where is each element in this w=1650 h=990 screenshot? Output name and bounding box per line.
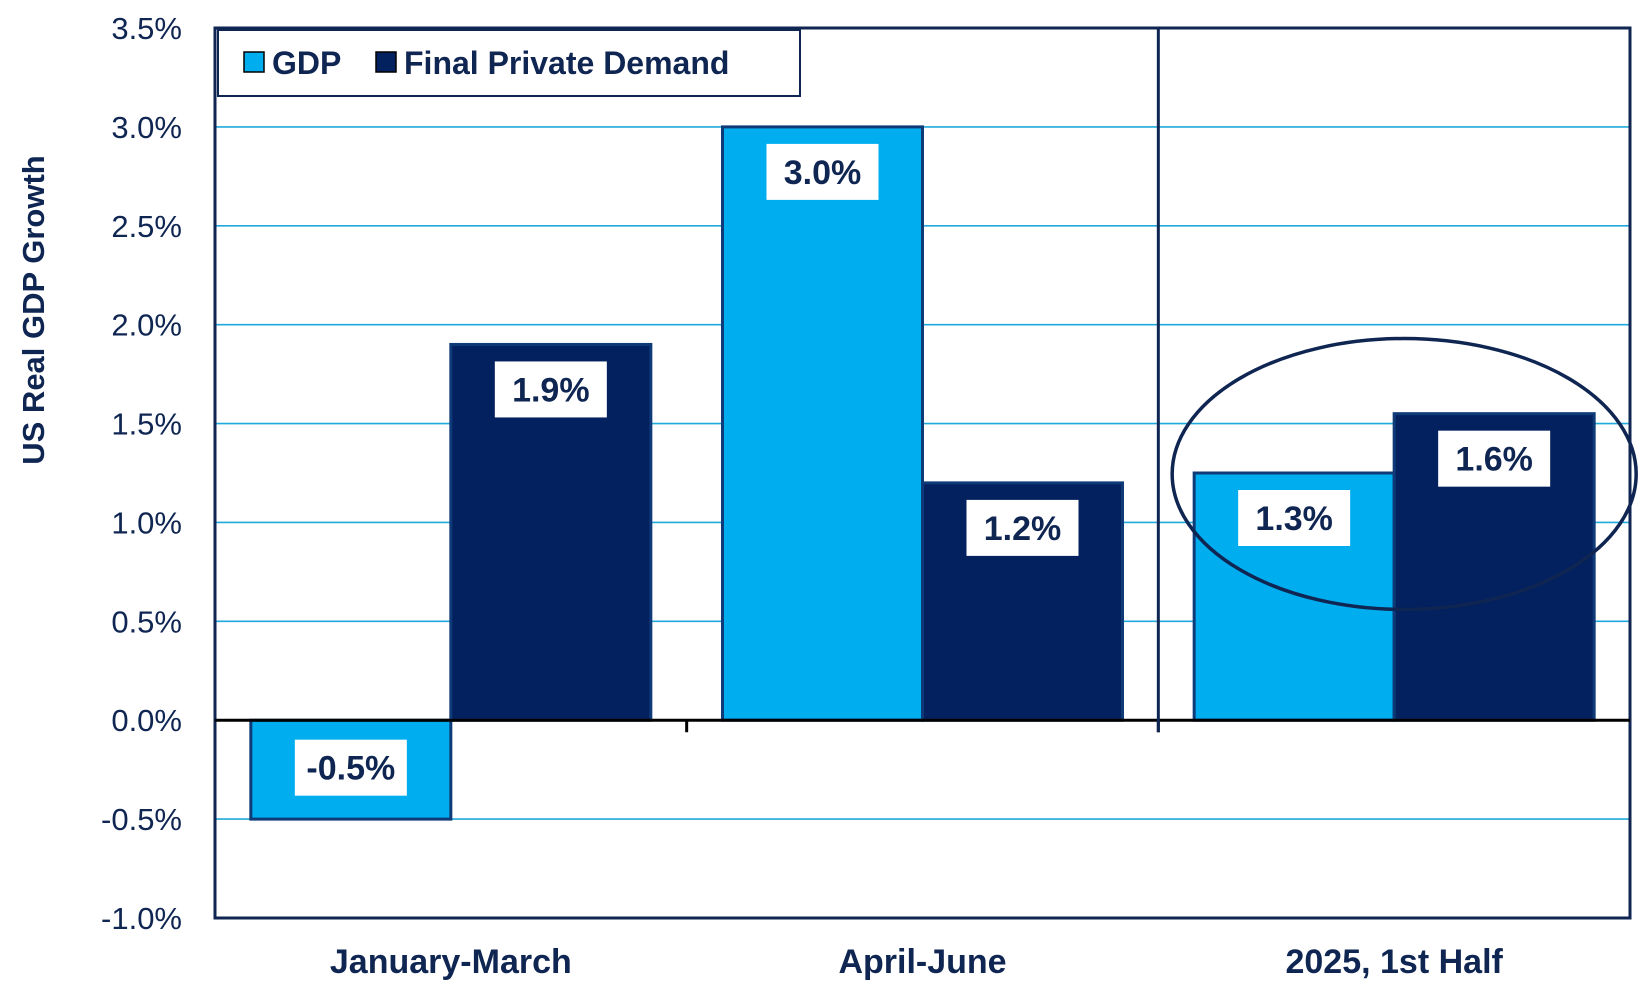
y-tick-label: -0.5% [101,802,182,837]
legend-label: GDP [272,45,341,81]
data-label-bg [1238,490,1351,546]
category-label: 2025, 1st Half [1285,943,1503,981]
category-labels: January-March April-June 2025, 1st Half [330,943,1504,981]
data-label-bg [1438,430,1551,487]
data-label-bg [766,143,879,200]
plot-frame [213,26,1632,920]
category-label: April-June [838,943,1006,981]
data-label: -0.5% [306,750,395,788]
data-label: 1.9% [512,371,590,409]
data-label: 1.3% [1255,500,1333,538]
data-label: 1.2% [984,510,1062,548]
legend-box [217,29,801,97]
y-tick-labels: -1.0% -0.5% 0.0% 0.5% 1.0% 1.5% 2.0% 2.5% 3.0% 3.… [101,11,182,936]
annotations [1156,28,1638,733]
data-label: 3.0% [784,154,862,192]
data-label-bg [494,361,607,418]
y-tick-label: 2.5% [111,209,182,244]
legend-swatch-gdp [243,51,265,73]
y-tick-label: 1.0% [111,505,182,540]
data-label-bg [294,739,407,796]
legend: GDP Final Private Demand [217,29,801,97]
y-tick-label: 0.5% [111,604,182,639]
y-tick-label: -1.0% [101,901,182,936]
data-label-bg [966,499,1079,556]
y-tick-label: 3.5% [111,11,182,46]
data-labels: -0.5% 1.9% 3.0% 1.2% 1.3% 1.6% [294,143,1551,796]
y-tick-label: 2.0% [111,308,182,343]
category-label: January-March [330,943,572,981]
y-tick-label: 0.0% [111,703,182,738]
y-axis-label: US Real GDP Growth [16,155,51,465]
bar-gdp [721,125,924,722]
axes [213,26,1632,920]
data-label: 1.6% [1455,441,1533,479]
y-tick-label: 1.5% [111,407,182,442]
highlight-ellipse [1170,336,1638,612]
y-tick-label: 3.0% [111,110,182,145]
legend-label: Final Private Demand [404,45,729,81]
legend-swatch-final-private-demand [375,51,397,73]
